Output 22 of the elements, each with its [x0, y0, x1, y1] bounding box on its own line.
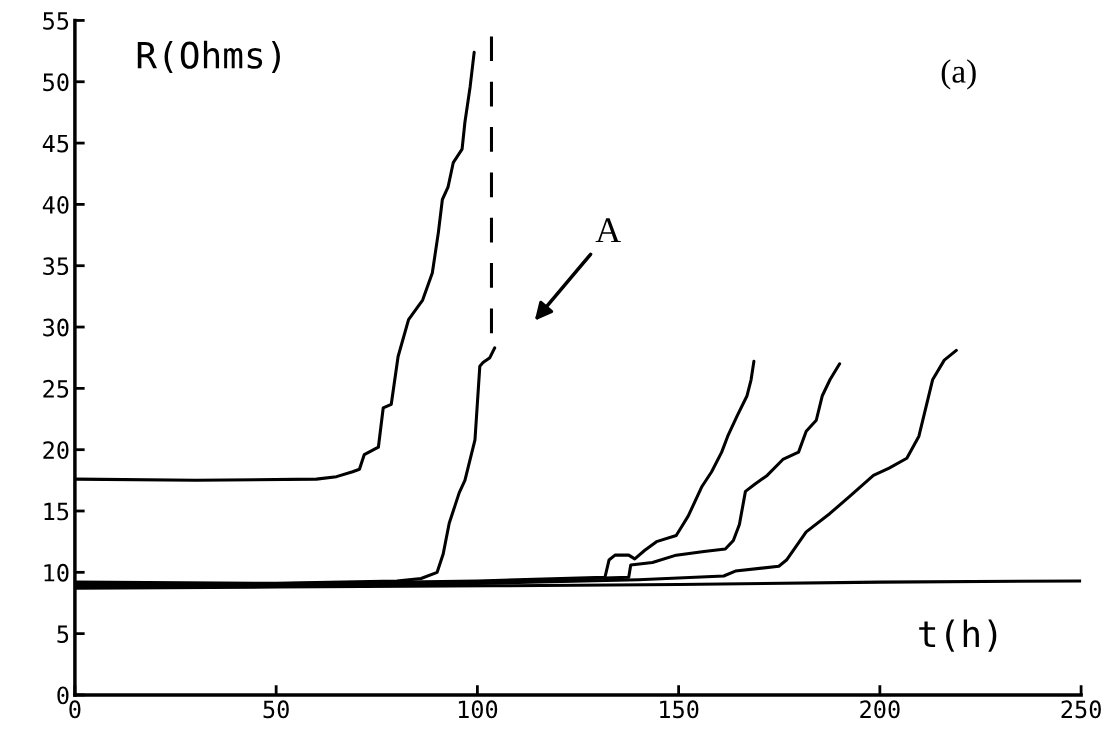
x-tick-label: 200 — [860, 700, 900, 719]
y-tick-label: 25 — [43, 379, 69, 398]
y-tick-label: 5 — [57, 625, 69, 644]
y-tick-label: 55 — [43, 12, 69, 30]
y-tick-label: 40 — [42, 195, 69, 214]
y-axis-title: R(Ohms) — [137, 40, 280, 74]
x-tick-label: 250 — [1061, 700, 1101, 719]
y-tick-label: 15 — [44, 502, 69, 521]
y-tick-label: 10 — [44, 563, 69, 582]
annotation: A — [595, 218, 621, 243]
y-tick-label: 45 — [42, 134, 69, 153]
x-tick-label: 0 — [69, 700, 81, 719]
y-tick-label: 0 — [57, 686, 69, 705]
y-tick-label: 50 — [43, 73, 69, 92]
y-tick-label: 30 — [43, 318, 69, 337]
x-tick-label: 150 — [660, 700, 699, 719]
x-tick-label: 50 — [263, 700, 289, 719]
annotation: (a) — [941, 59, 976, 90]
y-tick-label: 20 — [43, 441, 69, 460]
x-tick-label: 100 — [458, 700, 498, 719]
x-axis-title: t(h) — [919, 619, 997, 652]
y-tick-label: 35 — [43, 257, 69, 276]
